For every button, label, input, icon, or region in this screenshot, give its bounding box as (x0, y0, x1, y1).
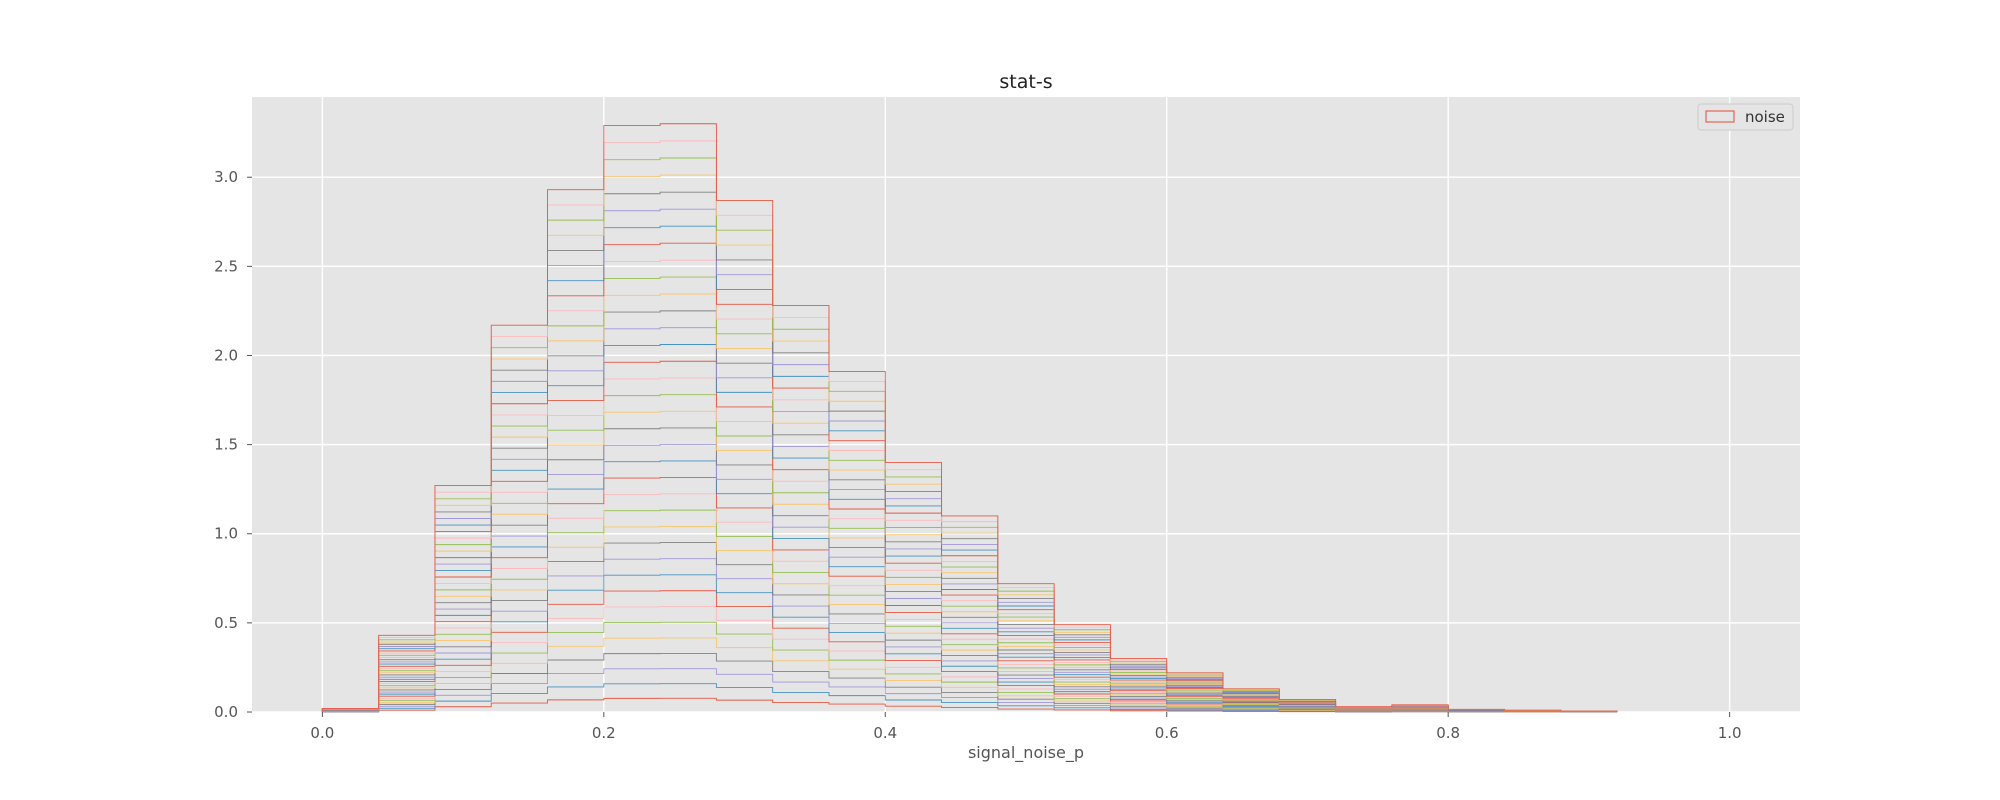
x-tick-label: 1.0 (1718, 724, 1742, 742)
y-axis-ticks: 0.0 0.5 1.0 1.5 2.0 2.5 3.0 (214, 168, 252, 721)
y-tick-label: 2.5 (214, 257, 238, 275)
y-tick-label: 3.0 (214, 168, 238, 186)
x-tick-label: 0.6 (1155, 724, 1179, 742)
x-axis-label: signal_noise_p (968, 743, 1084, 763)
x-axis-ticks: 0.0 0.2 0.4 0.6 0.8 1.0 (310, 712, 1742, 742)
chart-title: stat-s (999, 71, 1052, 93)
legend-label-noise: noise (1745, 108, 1785, 126)
x-tick-label: 0.2 (592, 724, 616, 742)
legend-swatch-noise (1705, 110, 1735, 123)
x-tick-label: 0.0 (310, 724, 334, 742)
histogram-layers (321, 123, 1618, 713)
x-tick-label: 0.8 (1436, 724, 1460, 742)
grid-lines (252, 97, 1800, 713)
y-tick-label: 1.0 (214, 525, 238, 543)
x-tick-label: 0.4 (873, 724, 897, 742)
y-tick-label: 2.0 (214, 346, 238, 364)
y-tick-label: 0.5 (214, 614, 238, 632)
plot-area (252, 97, 1800, 712)
histogram-layer-36 (321, 123, 1618, 712)
y-tick-label: 1.5 (214, 436, 238, 454)
legend: noise (1697, 103, 1794, 131)
y-tick-label: 0.0 (214, 703, 238, 721)
